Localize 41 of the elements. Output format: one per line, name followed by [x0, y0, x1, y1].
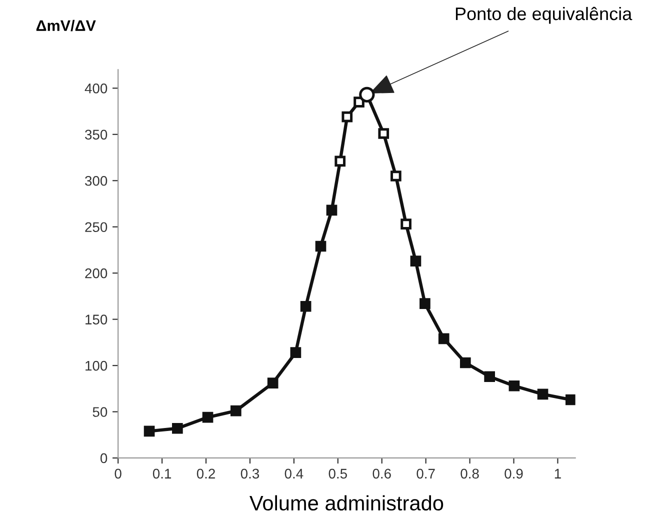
point — [410, 256, 422, 266]
x-tick-label: 1 — [554, 468, 561, 478]
point — [267, 378, 278, 389]
point — [508, 380, 520, 392]
point — [537, 388, 548, 400]
point — [144, 426, 155, 437]
annotation: Ponto de equivalência — [456, 6, 632, 24]
y-tick-label: 400 — [84, 84, 108, 94]
y-tick-label: 150 — [86, 314, 108, 324]
point — [290, 347, 302, 358]
point — [202, 412, 214, 423]
point — [438, 333, 450, 344]
x-tick-label: 0.5 — [328, 468, 347, 479]
point — [566, 394, 576, 406]
point — [172, 422, 183, 434]
point — [326, 204, 338, 216]
x-tick-label: 0.7 — [416, 468, 435, 479]
point — [420, 298, 430, 310]
y-tick-label: 200 — [85, 268, 108, 278]
point — [230, 405, 242, 416]
x-tick-label: 0.6 — [372, 468, 391, 479]
x-tick-label: 0.8 — [460, 468, 479, 479]
point — [315, 240, 326, 252]
x-tick-label: 0.3 — [240, 468, 260, 479]
x-tick-label: 0.9 — [504, 468, 523, 479]
point — [300, 300, 312, 312]
x-axis-title: Volume administrado — [250, 495, 444, 511]
y-axis-title: ΔmV/ΔV — [36, 20, 96, 32]
y-tick-label: 250 — [85, 222, 108, 232]
point — [460, 357, 471, 368]
point — [359, 86, 375, 102]
x-tick-label: 0.2 — [196, 468, 215, 479]
x-tick-label: 0.4 — [284, 468, 304, 479]
y-tick-label: 0 — [100, 453, 108, 464]
y-tick-label: 100 — [86, 360, 108, 371]
x-tick-label: 0.1 — [152, 468, 172, 479]
x-tick-label: 0 — [114, 468, 122, 479]
y-tick-label: 50 — [92, 407, 108, 417]
y-tick-label: 300 — [85, 176, 108, 186]
y-tick-label: 350 — [85, 130, 108, 140]
point — [484, 371, 495, 382]
